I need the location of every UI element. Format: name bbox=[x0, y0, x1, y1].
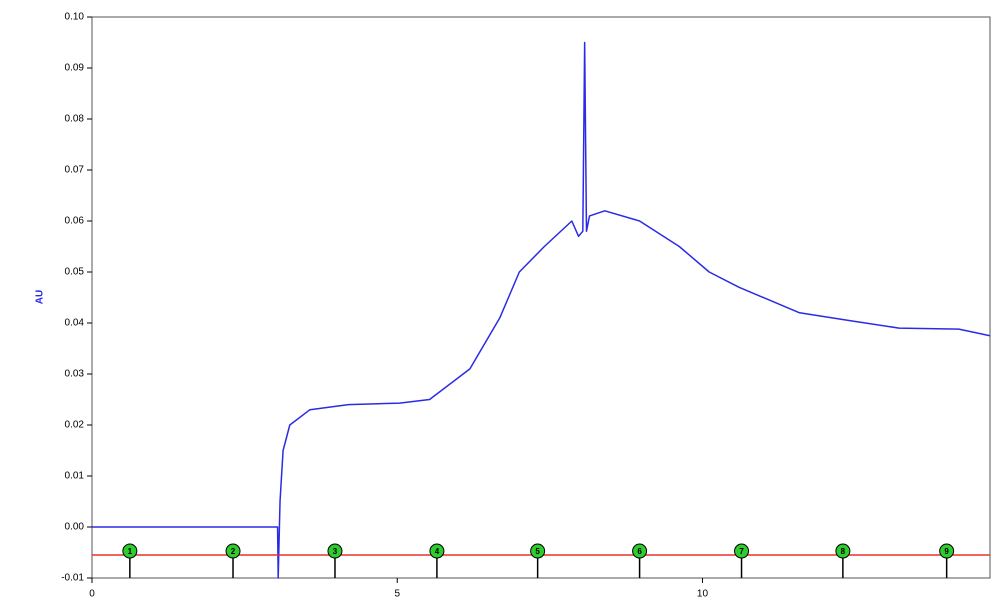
x-tick-label: 5 bbox=[394, 589, 400, 600]
fraction-label: 5 bbox=[535, 547, 540, 556]
fraction-marker bbox=[225, 543, 241, 559]
fraction-label: 1 bbox=[128, 547, 133, 556]
fraction-marker bbox=[429, 543, 445, 559]
y-tick-label: 0.07 bbox=[65, 165, 85, 176]
fraction-label: 8 bbox=[841, 547, 846, 556]
plot-frame bbox=[91, 16, 991, 579]
x-tick-label: 10 bbox=[697, 589, 709, 600]
fraction-marker bbox=[835, 543, 851, 559]
fraction-marker bbox=[327, 543, 343, 559]
y-tick-label: 0.05 bbox=[65, 267, 85, 278]
fraction-label: 6 bbox=[637, 547, 642, 556]
x-tick-label: 0 bbox=[89, 589, 95, 600]
y-tick-label: 0.04 bbox=[65, 318, 85, 329]
y-tick-label: 0.10 bbox=[65, 12, 85, 23]
fraction-label: 3 bbox=[333, 547, 338, 556]
fraction-marker bbox=[530, 543, 546, 559]
fraction-marker bbox=[734, 543, 750, 559]
y-tick-label: -0.01 bbox=[61, 573, 84, 584]
y-tick-label: 0.03 bbox=[65, 369, 85, 380]
fraction-label: 9 bbox=[944, 547, 949, 556]
y-axis-label: AU bbox=[35, 290, 46, 304]
y-tick-label: 0.09 bbox=[65, 63, 85, 74]
fraction-marker bbox=[939, 543, 955, 559]
y-tick-label: 0.00 bbox=[65, 522, 85, 533]
y-tick-label: 0.01 bbox=[65, 471, 85, 482]
y-tick-label: 0.06 bbox=[65, 216, 85, 227]
signal-line bbox=[92, 41, 991, 579]
fraction-label: 2 bbox=[231, 547, 236, 556]
y-tick-label: 0.02 bbox=[65, 420, 85, 431]
fraction-marker bbox=[632, 543, 648, 559]
fraction-label: 7 bbox=[739, 547, 744, 556]
fraction-label: 4 bbox=[435, 547, 440, 556]
y-tick-label: 0.08 bbox=[65, 114, 85, 125]
fraction-marker bbox=[122, 543, 138, 559]
